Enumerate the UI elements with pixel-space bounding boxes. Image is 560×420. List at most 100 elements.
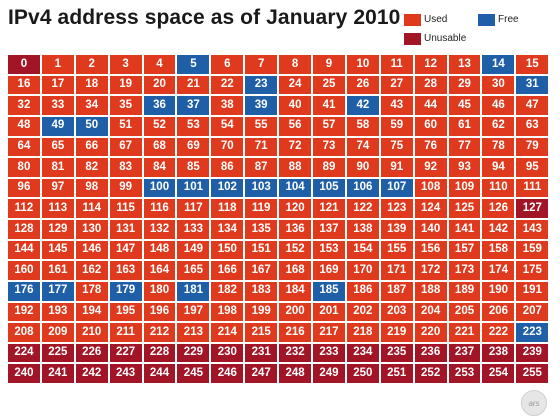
address-block-unusable: 253 xyxy=(448,364,481,383)
address-block-used: 40 xyxy=(279,96,312,115)
address-block-used: 61 xyxy=(448,116,481,136)
address-block-used: 85 xyxy=(177,158,210,177)
address-block-used: 178 xyxy=(75,281,108,301)
address-block-used: 157 xyxy=(448,240,481,260)
address-block-used: 80 xyxy=(8,158,40,177)
address-block-used: 55 xyxy=(245,116,278,136)
address-block-used: 155 xyxy=(380,240,413,260)
address-block-used: 90 xyxy=(346,158,379,177)
address-block-free: 5 xyxy=(177,55,210,74)
address-block-used: 69 xyxy=(177,137,210,157)
address-block-used: 3 xyxy=(109,55,142,74)
address-block-used: 139 xyxy=(380,220,413,239)
address-block-used: 146 xyxy=(75,240,108,260)
address-block-unusable: 245 xyxy=(177,364,210,383)
address-block-used: 64 xyxy=(8,137,40,157)
address-block-used: 15 xyxy=(516,55,549,74)
legend-used-swatch xyxy=(404,14,421,26)
address-block-used: 123 xyxy=(380,199,413,218)
address-block-unusable: 225 xyxy=(41,343,74,363)
address-block-used: 66 xyxy=(75,137,108,157)
address-block-used: 144 xyxy=(8,240,40,260)
address-block-used: 72 xyxy=(279,137,312,157)
address-block-used: 47 xyxy=(516,96,549,115)
address-block-used: 52 xyxy=(143,116,176,136)
address-block-used: 190 xyxy=(482,281,515,301)
address-block-used: 9 xyxy=(313,55,345,74)
address-block-used: 193 xyxy=(41,302,74,322)
address-block-free: 36 xyxy=(143,96,176,115)
address-block-unusable: 236 xyxy=(414,343,447,363)
address-block-used: 78 xyxy=(482,137,515,157)
address-block-used: 116 xyxy=(143,199,176,218)
address-block-used: 6 xyxy=(211,55,244,74)
address-block-used: 170 xyxy=(346,261,379,280)
address-block-used: 212 xyxy=(143,323,176,342)
address-block-used: 114 xyxy=(75,199,108,218)
address-block-used: 214 xyxy=(211,323,244,342)
address-block-unusable: 249 xyxy=(313,364,345,383)
address-block-used: 71 xyxy=(245,137,278,157)
address-block-unusable: 252 xyxy=(414,364,447,383)
address-block-used: 211 xyxy=(109,323,142,342)
address-block-used: 22 xyxy=(211,75,244,95)
address-block-used: 92 xyxy=(414,158,447,177)
address-block-used: 221 xyxy=(448,323,481,342)
address-block-used: 204 xyxy=(414,302,447,322)
address-block-free: 39 xyxy=(245,96,278,115)
address-block-unusable: 246 xyxy=(211,364,244,383)
address-block-used: 135 xyxy=(245,220,278,239)
address-block-unusable: 240 xyxy=(8,364,40,383)
address-block-unusable: 127 xyxy=(516,199,549,218)
address-block-used: 130 xyxy=(75,220,108,239)
address-block-used: 12 xyxy=(414,55,447,74)
address-block-free: 107 xyxy=(380,178,413,198)
address-block-used: 70 xyxy=(211,137,244,157)
address-block-used: 4 xyxy=(143,55,176,74)
address-block-unusable: 226 xyxy=(75,343,108,363)
address-block-used: 34 xyxy=(75,96,108,115)
address-block-used: 87 xyxy=(245,158,278,177)
address-block-used: 88 xyxy=(279,158,312,177)
address-block-used: 149 xyxy=(177,240,210,260)
address-block-used: 75 xyxy=(380,137,413,157)
address-block-used: 182 xyxy=(211,281,244,301)
page-title: IPv4 address space as of January 2010 xyxy=(8,6,401,29)
address-block-unusable: 230 xyxy=(211,343,244,363)
address-block-used: 81 xyxy=(41,158,74,177)
address-block-used: 134 xyxy=(211,220,244,239)
address-block-used: 122 xyxy=(346,199,379,218)
address-block-used: 143 xyxy=(516,220,549,239)
address-block-used: 136 xyxy=(279,220,312,239)
address-block-used: 35 xyxy=(109,96,142,115)
address-block-unusable: 247 xyxy=(245,364,278,383)
address-block-used: 94 xyxy=(482,158,515,177)
legend-unusable-swatch xyxy=(404,33,421,45)
address-block-used: 60 xyxy=(414,116,447,136)
address-block-used: 209 xyxy=(41,323,74,342)
address-block-free: 223 xyxy=(516,323,549,342)
address-block-unusable: 239 xyxy=(516,343,549,363)
address-block-free: 185 xyxy=(313,281,345,301)
address-block-free: 105 xyxy=(313,178,345,198)
address-block-used: 30 xyxy=(482,75,515,95)
address-block-used: 220 xyxy=(414,323,447,342)
address-block-unusable: 231 xyxy=(245,343,278,363)
address-block-used: 120 xyxy=(279,199,312,218)
address-block-used: 195 xyxy=(109,302,142,322)
address-block-used: 191 xyxy=(516,281,549,301)
legend-free-label: Free xyxy=(498,14,519,25)
address-block-used: 110 xyxy=(482,178,515,198)
address-block-used: 44 xyxy=(414,96,447,115)
address-block-unusable: 227 xyxy=(109,343,142,363)
address-block-used: 7 xyxy=(245,55,278,74)
address-block-unusable: 254 xyxy=(482,364,515,383)
address-block-used: 10 xyxy=(346,55,379,74)
address-block-used: 24 xyxy=(279,75,312,95)
address-block-used: 38 xyxy=(211,96,244,115)
address-block-used: 25 xyxy=(313,75,345,95)
address-block-used: 121 xyxy=(313,199,345,218)
address-block-used: 126 xyxy=(482,199,515,218)
address-block-used: 148 xyxy=(143,240,176,260)
address-block-used: 194 xyxy=(75,302,108,322)
